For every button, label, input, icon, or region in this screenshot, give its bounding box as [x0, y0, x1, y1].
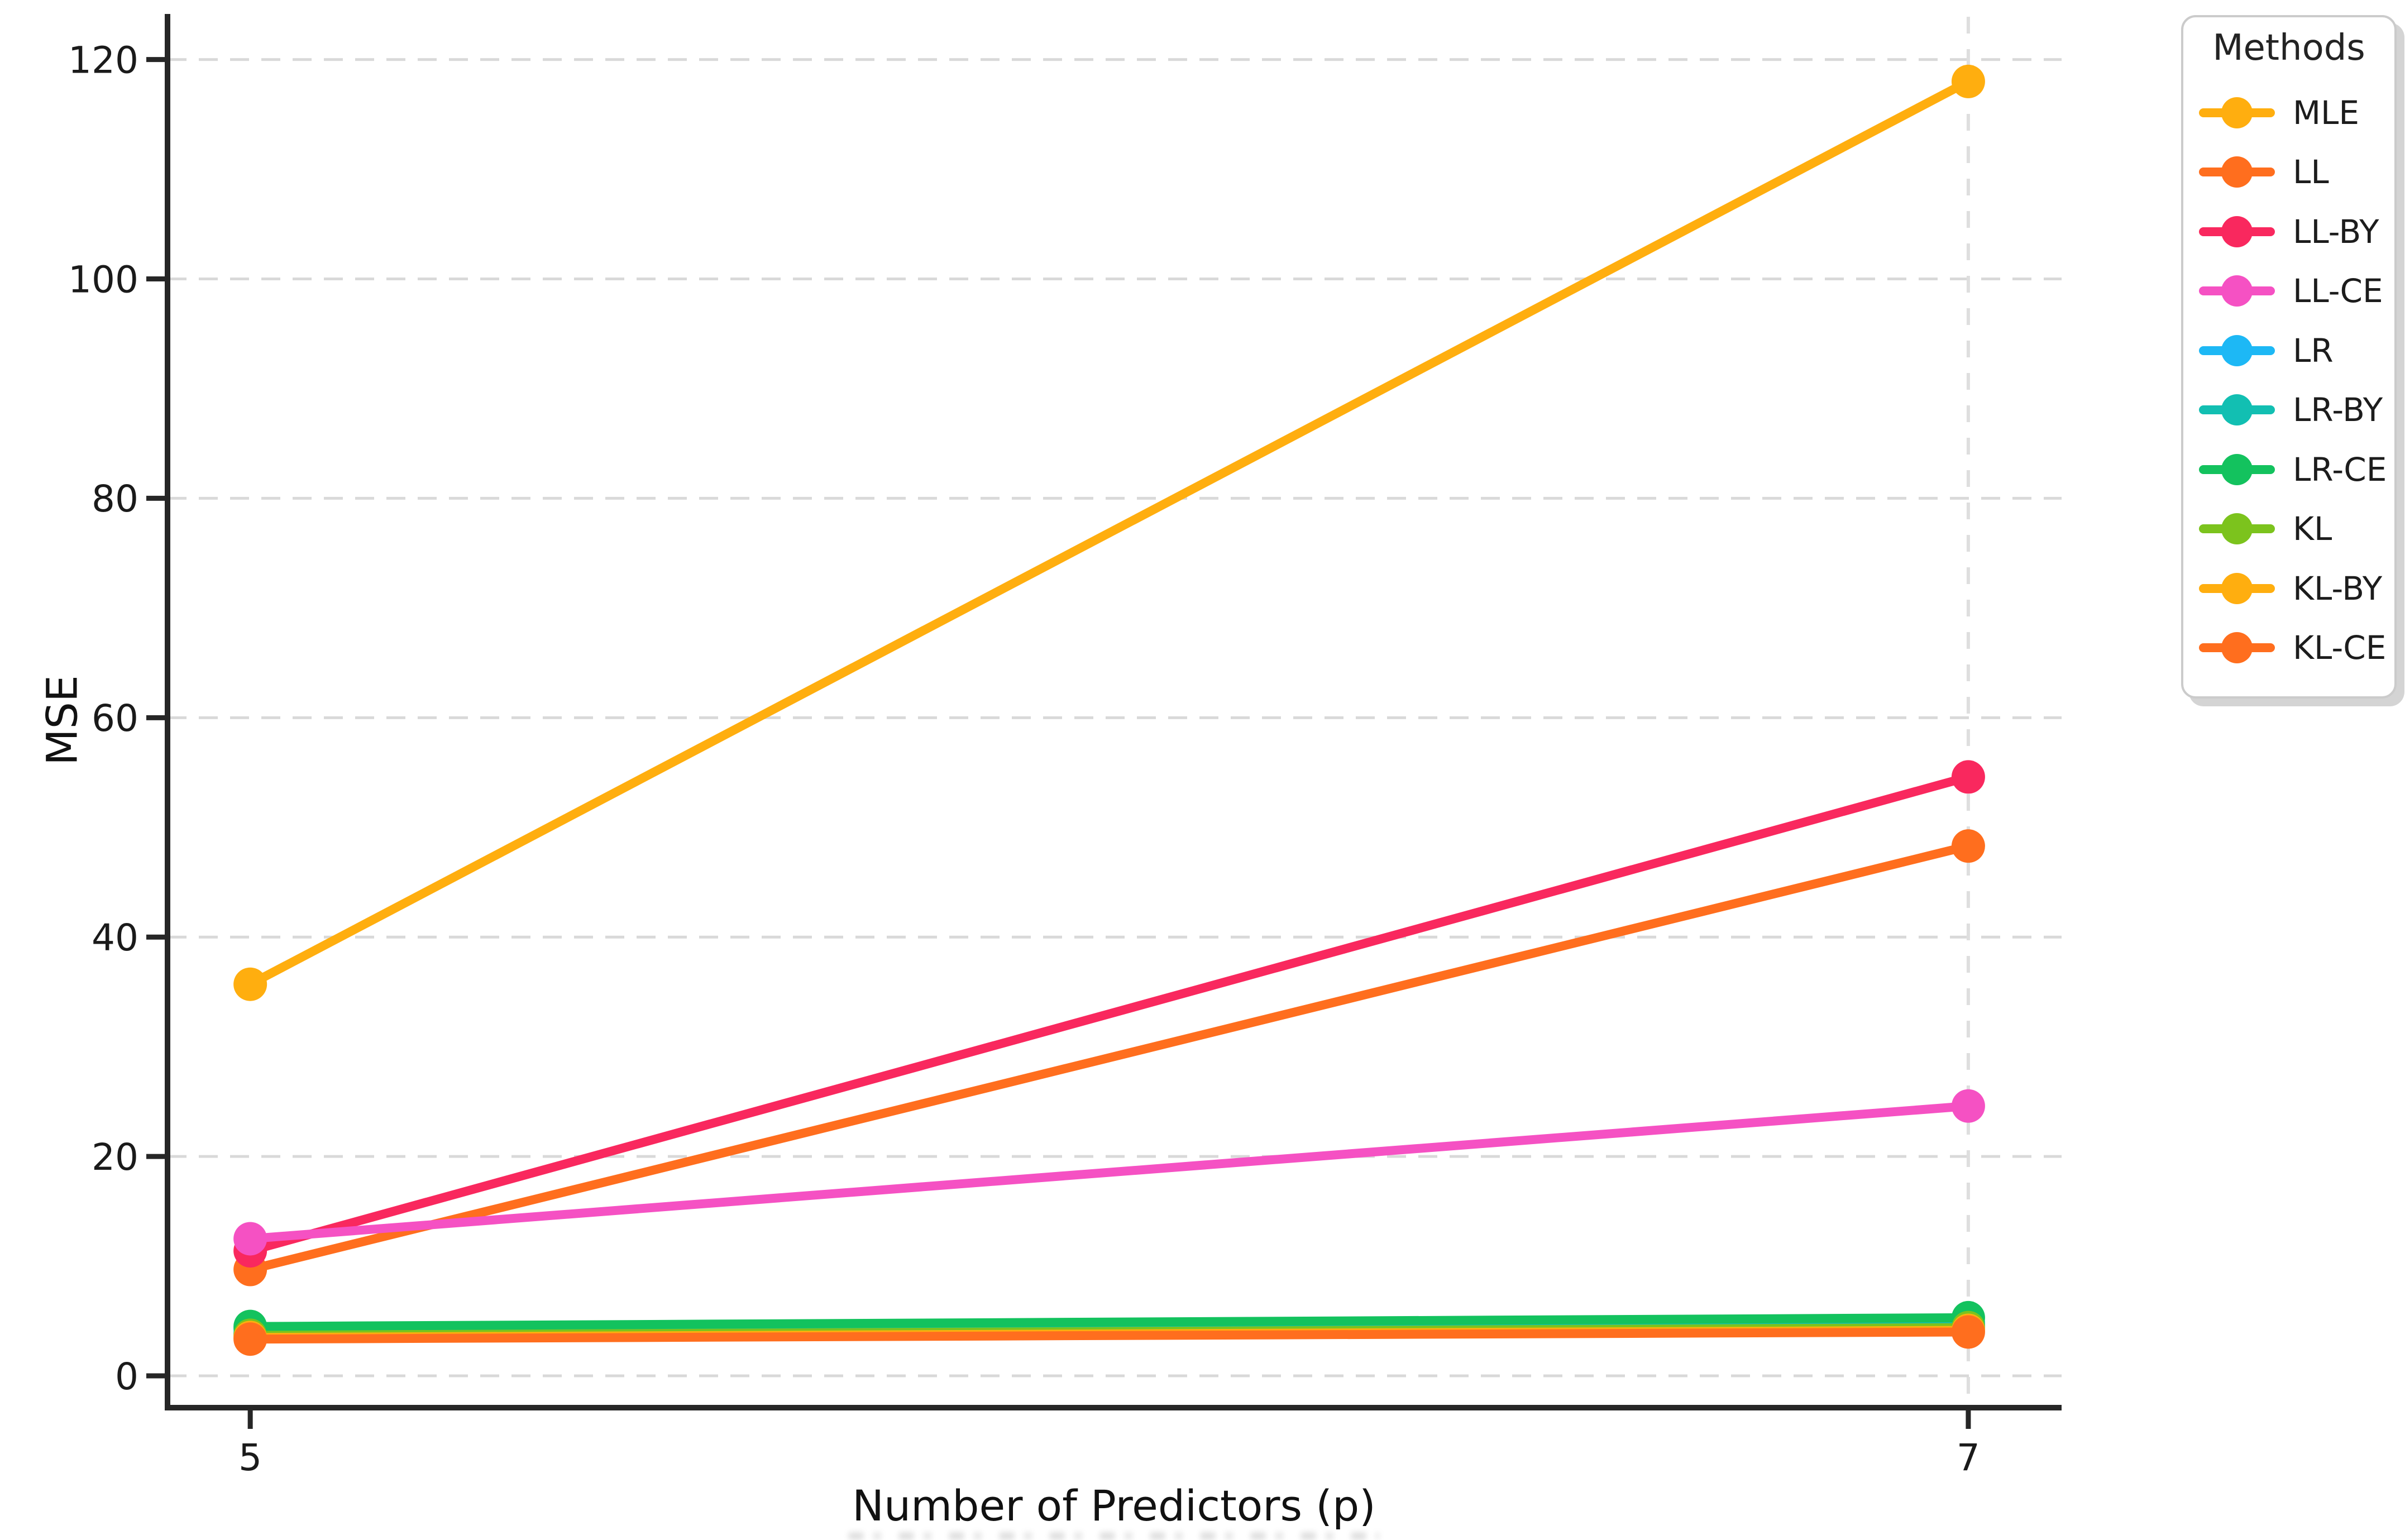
legend-dot-icon — [2221, 216, 2253, 247]
series-line-LR-CE — [246, 1313, 1973, 1331]
x-axis-label: Number of Predictors (p) — [852, 1481, 1376, 1531]
legend-swatch-icon — [2199, 275, 2275, 307]
legend-entry-MLE: MLE — [2199, 94, 2394, 132]
y-axis-label: MSE — [37, 675, 87, 766]
series-line-LL — [246, 841, 1973, 1274]
legend-swatch-icon — [2199, 216, 2275, 248]
legend-swatch-icon — [2199, 334, 2275, 367]
legend-entry-label: LR — [2293, 331, 2334, 370]
legend-entry-label: KL — [2293, 510, 2332, 548]
legend-entry-label: LL — [2293, 153, 2329, 192]
legend-entry-label: KL-BY — [2293, 569, 2383, 608]
series-line-LL-CE — [246, 1101, 1973, 1244]
legend-entry-LL-CE: LL-CE — [2199, 272, 2394, 310]
series-point-KL-CE-x7 — [1951, 1315, 1985, 1349]
legend-entry-label: MLE — [2293, 93, 2360, 132]
legend-swatch-icon — [2199, 572, 2275, 605]
series-point-MLE-x5 — [233, 967, 267, 1001]
series-line-MLE — [246, 76, 1973, 989]
legend-entry-label: LL-BY — [2293, 212, 2379, 251]
y-tick-label-60: 60 — [92, 697, 138, 740]
legend-entry-LL: LL — [2199, 153, 2394, 191]
legend-title: Methods — [2212, 27, 2365, 69]
y-tick-label-40: 40 — [92, 916, 138, 959]
y-tick-label-20: 20 — [92, 1136, 138, 1179]
legend-entry-label: KL-CE — [2293, 629, 2387, 667]
legend-swatch-icon — [2199, 513, 2275, 545]
legend-dot-icon — [2221, 572, 2253, 604]
y-tick-label-0: 0 — [115, 1355, 138, 1398]
legend-dot-icon — [2221, 156, 2253, 188]
legend-swatch-icon — [2199, 97, 2275, 129]
legend-swatch-icon — [2199, 453, 2275, 486]
series-point-LL-CE-x7 — [1951, 1089, 1985, 1123]
y-tick-label-120: 120 — [68, 39, 138, 82]
series-point-MLE-x7 — [1951, 64, 1985, 98]
legend-entry-LL-BY: LL-BY — [2199, 213, 2394, 251]
series-point-LL-BY-x7 — [1951, 760, 1985, 794]
legend-dot-icon — [2221, 394, 2253, 426]
legend-entry-LR-BY: LR-BY — [2199, 391, 2394, 429]
y-tick-label-80: 80 — [92, 477, 138, 520]
legend-swatch-icon — [2199, 632, 2275, 664]
series-line-KL-CE — [246, 1327, 1973, 1344]
legend-dot-icon — [2221, 513, 2253, 545]
legend-entry-LR-CE: LR-CE — [2199, 451, 2394, 489]
series-point-LL-x7 — [1951, 829, 1985, 863]
series-point-KL-CE-x5 — [233, 1322, 267, 1356]
series-point-LL-CE-x5 — [233, 1222, 267, 1256]
legend-swatch-icon — [2199, 156, 2275, 188]
series-line-LL-BY — [246, 772, 1973, 1256]
legend-entry-KL-CE: KL-CE — [2199, 629, 2394, 667]
cropped-caption-artifact — [849, 1532, 1379, 1540]
legend-dot-icon — [2221, 97, 2253, 128]
legend-entry-KL-BY: KL-BY — [2199, 570, 2394, 608]
x-tick-label-5: 5 — [238, 1436, 262, 1479]
legend-swatch-icon — [2199, 394, 2275, 426]
y-tick-label-100: 100 — [68, 258, 138, 301]
legend-dot-icon — [2221, 334, 2253, 366]
legend-entries: MLE LL LL-BY LL-CE LR LR-BY LR-CE KL KL-BY KL-CE — [2183, 72, 2394, 688]
legend-dot-icon — [2221, 275, 2253, 307]
legend-dot-icon — [2221, 453, 2253, 485]
legend-entry-label: LR-BY — [2293, 391, 2383, 429]
legend-box: Methods MLE LL LL-BY LL-CE LR LR-BY LR-CE KL KL-… — [2181, 15, 2397, 699]
legend-dot-icon — [2221, 632, 2253, 664]
legend-entry-label: LL-CE — [2293, 272, 2383, 310]
legend-entry-KL: KL — [2199, 510, 2394, 548]
legend-entry-LR: LR — [2199, 332, 2394, 370]
x-tick-label-7: 7 — [1957, 1436, 1980, 1479]
legend-entry-label: LR-CE — [2293, 450, 2387, 489]
